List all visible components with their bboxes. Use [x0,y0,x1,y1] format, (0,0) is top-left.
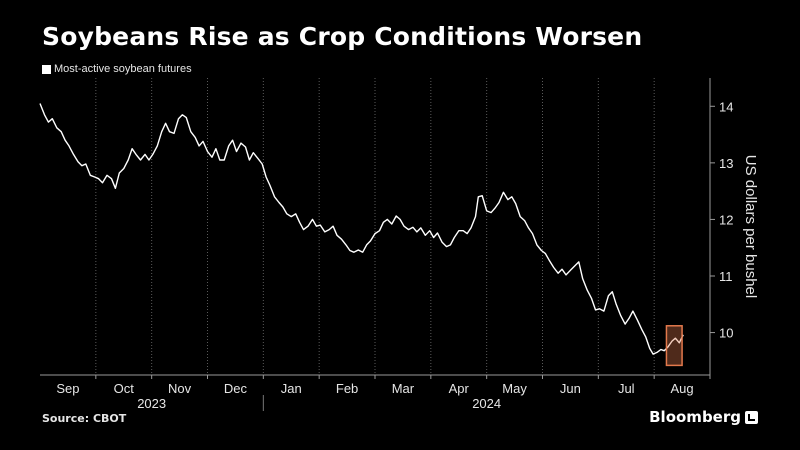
y-tick-label: 10 [719,326,733,341]
brand-name: Bloomberg [649,408,741,426]
year-label: 2023 [137,396,166,411]
highlight-box [665,325,683,367]
legend-label: Most-active soybean futures [54,63,192,75]
x-tick-label: Oct [114,381,135,396]
y-axis-label: US dollars per bushel [742,155,759,298]
x-tick-label: Sep [56,381,79,396]
legend: Most-active soybean futures [42,63,192,75]
x-tick-label: Mar [392,381,415,396]
x-tick-label: Apr [449,381,470,396]
y-tick-label: 14 [719,99,733,114]
x-tick-label: Dec [224,381,248,396]
x-tick-label: Jun [560,381,581,396]
y-tick-label: 13 [719,156,733,171]
brand-icon [745,410,758,424]
y-tick-label: 11 [719,269,733,284]
y-tick-label: 12 [719,212,733,227]
chart-title: Soybeans Rise as Crop Conditions Worsen [42,22,643,51]
series-line-soybean-futures [39,103,684,355]
x-tick-label: Jan [281,381,302,396]
source-note: Source: CBOT [42,412,127,425]
x-tick-label: Nov [168,381,192,396]
legend-swatch [42,64,51,74]
x-tick-label: Jul [618,381,635,396]
year-label: 2024 [472,396,501,411]
brand-logo: Bloomberg [649,408,758,426]
x-tick-label: Aug [671,381,694,396]
x-tick-label: May [502,381,527,396]
x-tick-label: Feb [336,381,358,396]
